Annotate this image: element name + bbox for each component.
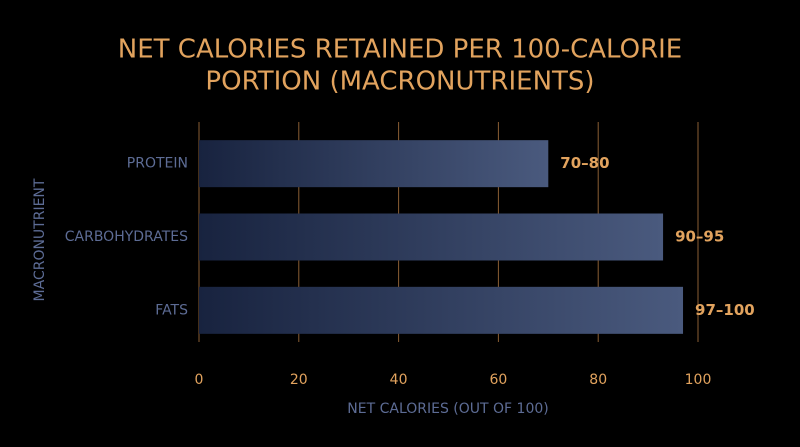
bar: [199, 286, 684, 334]
chart-title: PORTION (MACRONUTRIENTS): [205, 67, 594, 97]
x-tick-label: 0: [195, 372, 204, 388]
bar: [199, 213, 664, 261]
y-axis-label: MACRONUTRIENT: [32, 178, 48, 301]
x-tick-label: 80: [589, 372, 607, 388]
x-tick-label: 20: [290, 372, 308, 388]
x-axis-label: NET CALORIES (OUT OF 100): [347, 401, 548, 417]
value-label: 90–95: [675, 228, 724, 246]
x-tick-label: 40: [390, 372, 408, 388]
y-tick-label: CARBOHYDRATES: [65, 229, 188, 245]
chart-title: NET CALORIES RETAINED PER 100-CALORIE: [118, 35, 682, 65]
x-tick-label: 60: [489, 372, 507, 388]
value-label: 97–100: [695, 301, 755, 319]
bar: [199, 140, 549, 188]
x-tick-label: 100: [685, 372, 712, 388]
y-tick-label: FATS: [155, 302, 188, 318]
y-tick-label: PROTEIN: [127, 156, 188, 172]
value-label: 70–80: [560, 154, 609, 172]
